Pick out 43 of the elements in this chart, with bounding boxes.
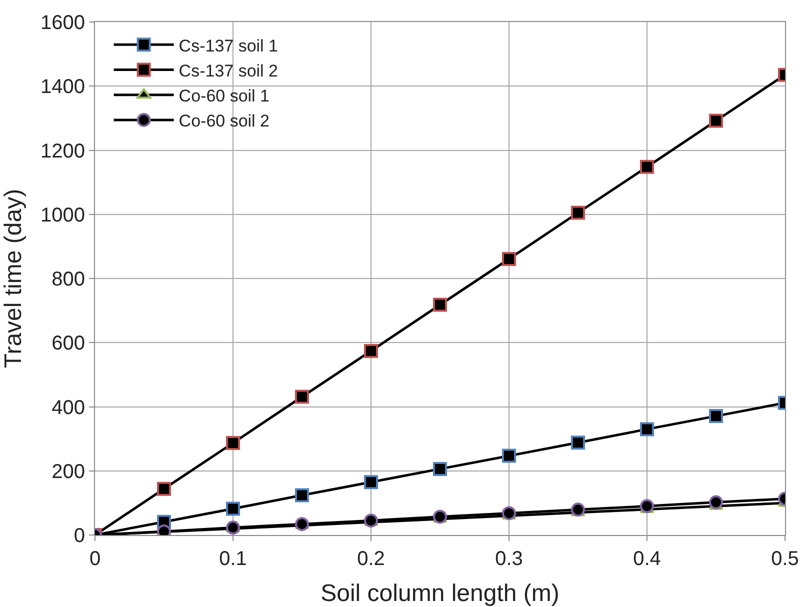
y-tick-label: 800 [52, 268, 85, 290]
y-tick-label: 1400 [40, 76, 85, 98]
point [157, 482, 171, 496]
y-tick-label: 400 [52, 396, 85, 419]
point [709, 114, 723, 128]
point [226, 502, 240, 516]
point [433, 298, 447, 312]
x-tick-label: 0.2 [357, 548, 385, 570]
y-tick-label: 1200 [40, 140, 85, 162]
y-tick-label: 0 [74, 525, 85, 547]
x-tick-label: 0.5 [771, 548, 799, 570]
point [295, 390, 309, 404]
point [571, 436, 585, 450]
legend-label: Co-60 soil 2 [178, 112, 270, 131]
x-axis-title: Soil column length (m) [320, 580, 560, 607]
y-axis-title: Travel time (day) [0, 188, 27, 368]
point [640, 160, 654, 174]
legend-label: Co-60 soil 1 [178, 86, 270, 106]
point [640, 422, 654, 436]
point [640, 499, 654, 514]
point [571, 206, 585, 220]
point [364, 475, 378, 490]
point [502, 252, 516, 266]
x-tick-label: 0 [89, 548, 101, 570]
y-tick-label: 200 [52, 460, 85, 483]
point [433, 462, 447, 476]
point [502, 448, 516, 463]
point [571, 502, 585, 517]
legend-label: Cs-137 soil 2 [178, 61, 278, 80]
point [226, 520, 240, 535]
x-tick-label: 0.4 [633, 548, 661, 570]
y-tick-label: 1000 [40, 204, 85, 226]
point [502, 506, 516, 520]
point [364, 344, 378, 358]
legend-label: Cs-137 soil 1 [178, 36, 278, 56]
point [709, 495, 723, 510]
point [226, 436, 240, 450]
y-tick-label: 1600 [40, 12, 85, 34]
x-tick-label: 0.1 [219, 548, 247, 570]
y-tick-label: 600 [52, 332, 85, 355]
x-tick-label: 0.3 [495, 548, 523, 570]
point [709, 409, 723, 424]
point [295, 488, 309, 502]
